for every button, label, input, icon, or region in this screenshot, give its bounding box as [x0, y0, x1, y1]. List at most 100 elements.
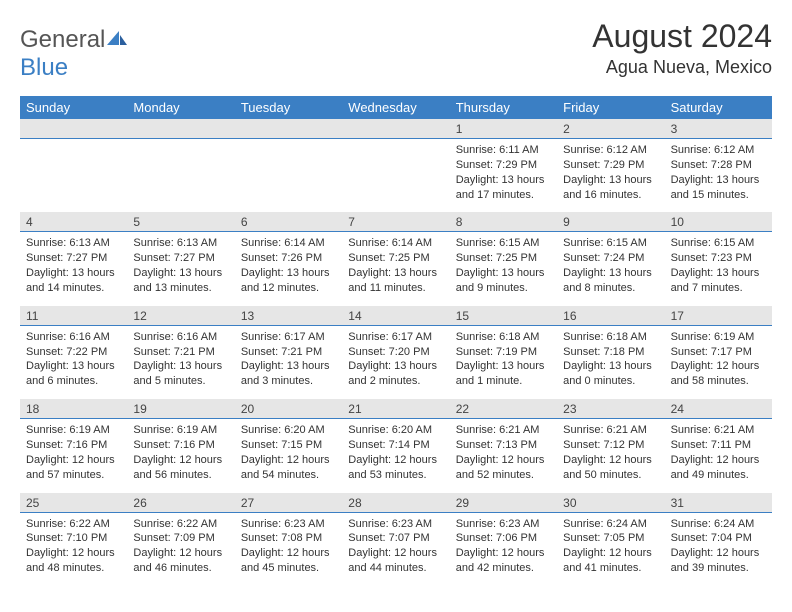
sunset-text: Sunset: 7:29 PM — [563, 158, 658, 173]
day-detail-cell: Sunrise: 6:14 AMSunset: 7:25 PMDaylight:… — [342, 232, 449, 305]
day-header: Sunday — [20, 96, 127, 119]
daylight-text: Daylight: 13 hours and 6 minutes. — [26, 359, 121, 389]
sunrise-text: Sunrise: 6:24 AM — [563, 517, 658, 532]
sail-icon — [107, 26, 127, 53]
day-number-cell: 15 — [450, 306, 557, 326]
day-number-cell: 28 — [342, 493, 449, 513]
sunrise-text: Sunrise: 6:22 AM — [133, 517, 228, 532]
month-title: August 2024 — [592, 18, 772, 55]
day-number-cell: 17 — [665, 306, 772, 326]
sunrise-text: Sunrise: 6:18 AM — [456, 330, 551, 345]
sunrise-text: Sunrise: 6:23 AM — [348, 517, 443, 532]
sunrise-text: Sunrise: 6:17 AM — [241, 330, 336, 345]
daylight-text: Daylight: 13 hours and 1 minute. — [456, 359, 551, 389]
day-detail-cell: Sunrise: 6:17 AMSunset: 7:20 PMDaylight:… — [342, 326, 449, 399]
daylight-text: Daylight: 13 hours and 8 minutes. — [563, 266, 658, 296]
day-number-cell: 2 — [557, 119, 664, 139]
daylight-text: Daylight: 13 hours and 9 minutes. — [456, 266, 551, 296]
sunset-text: Sunset: 7:16 PM — [133, 438, 228, 453]
sunrise-text: Sunrise: 6:12 AM — [563, 143, 658, 158]
day-detail-cell: Sunrise: 6:24 AMSunset: 7:04 PMDaylight:… — [665, 513, 772, 586]
calendar-page: GeneralBlue August 2024 Agua Nueva, Mexi… — [0, 0, 792, 596]
day-number-cell: 10 — [665, 212, 772, 232]
daynum-row: 18192021222324 — [20, 399, 772, 419]
day-detail-cell: Sunrise: 6:23 AMSunset: 7:07 PMDaylight:… — [342, 513, 449, 586]
brand-part1: General — [20, 26, 105, 53]
daynum-row: 123 — [20, 119, 772, 139]
sunset-text: Sunset: 7:28 PM — [671, 158, 766, 173]
day-number-cell — [20, 119, 127, 139]
day-detail-cell: Sunrise: 6:14 AMSunset: 7:26 PMDaylight:… — [235, 232, 342, 305]
day-detail-cell: Sunrise: 6:13 AMSunset: 7:27 PMDaylight:… — [20, 232, 127, 305]
day-number-cell — [342, 119, 449, 139]
brand-text: GeneralBlue — [20, 26, 127, 82]
daylight-text: Daylight: 13 hours and 5 minutes. — [133, 359, 228, 389]
sunset-text: Sunset: 7:19 PM — [456, 345, 551, 360]
sunset-text: Sunset: 7:12 PM — [563, 438, 658, 453]
day-detail-cell: Sunrise: 6:18 AMSunset: 7:18 PMDaylight:… — [557, 326, 664, 399]
sunset-text: Sunset: 7:24 PM — [563, 251, 658, 266]
day-detail-cell: Sunrise: 6:12 AMSunset: 7:28 PMDaylight:… — [665, 139, 772, 212]
sunset-text: Sunset: 7:09 PM — [133, 531, 228, 546]
day-number-cell: 12 — [127, 306, 234, 326]
day-number-cell: 5 — [127, 212, 234, 232]
day-number-cell: 29 — [450, 493, 557, 513]
day-number-cell: 19 — [127, 399, 234, 419]
day-number-cell: 22 — [450, 399, 557, 419]
day-number-cell: 6 — [235, 212, 342, 232]
day-number-cell: 8 — [450, 212, 557, 232]
day-detail-cell: Sunrise: 6:13 AMSunset: 7:27 PMDaylight:… — [127, 232, 234, 305]
daynum-row: 25262728293031 — [20, 493, 772, 513]
day-detail-cell: Sunrise: 6:24 AMSunset: 7:05 PMDaylight:… — [557, 513, 664, 586]
day-detail-cell — [342, 139, 449, 212]
day-detail-cell: Sunrise: 6:21 AMSunset: 7:13 PMDaylight:… — [450, 419, 557, 492]
daylight-text: Daylight: 12 hours and 52 minutes. — [456, 453, 551, 483]
day-number-cell: 26 — [127, 493, 234, 513]
day-number-cell: 9 — [557, 212, 664, 232]
day-detail-cell: Sunrise: 6:15 AMSunset: 7:23 PMDaylight:… — [665, 232, 772, 305]
sunset-text: Sunset: 7:08 PM — [241, 531, 336, 546]
detail-row: Sunrise: 6:19 AMSunset: 7:16 PMDaylight:… — [20, 419, 772, 492]
day-number-cell: 20 — [235, 399, 342, 419]
daylight-text: Daylight: 13 hours and 14 minutes. — [26, 266, 121, 296]
daylight-text: Daylight: 12 hours and 42 minutes. — [456, 546, 551, 576]
day-detail-cell: Sunrise: 6:16 AMSunset: 7:21 PMDaylight:… — [127, 326, 234, 399]
daylight-text: Daylight: 12 hours and 58 minutes. — [671, 359, 766, 389]
sunrise-text: Sunrise: 6:12 AM — [671, 143, 766, 158]
sunset-text: Sunset: 7:23 PM — [671, 251, 766, 266]
sunrise-text: Sunrise: 6:14 AM — [241, 236, 336, 251]
day-number-cell: 11 — [20, 306, 127, 326]
sunset-text: Sunset: 7:14 PM — [348, 438, 443, 453]
detail-row: Sunrise: 6:16 AMSunset: 7:22 PMDaylight:… — [20, 326, 772, 399]
daylight-text: Daylight: 12 hours and 50 minutes. — [563, 453, 658, 483]
sunrise-text: Sunrise: 6:23 AM — [456, 517, 551, 532]
day-detail-cell: Sunrise: 6:20 AMSunset: 7:15 PMDaylight:… — [235, 419, 342, 492]
sunrise-text: Sunrise: 6:19 AM — [133, 423, 228, 438]
daylight-text: Daylight: 12 hours and 39 minutes. — [671, 546, 766, 576]
day-detail-cell: Sunrise: 6:22 AMSunset: 7:10 PMDaylight:… — [20, 513, 127, 586]
day-detail-cell: Sunrise: 6:15 AMSunset: 7:25 PMDaylight:… — [450, 232, 557, 305]
day-detail-cell: Sunrise: 6:19 AMSunset: 7:16 PMDaylight:… — [20, 419, 127, 492]
day-detail-cell: Sunrise: 6:23 AMSunset: 7:06 PMDaylight:… — [450, 513, 557, 586]
location-text: Agua Nueva, Mexico — [592, 57, 772, 78]
daylight-text: Daylight: 13 hours and 11 minutes. — [348, 266, 443, 296]
day-header: Friday — [557, 96, 664, 119]
sunrise-text: Sunrise: 6:18 AM — [563, 330, 658, 345]
daynum-row: 11121314151617 — [20, 306, 772, 326]
daylight-text: Daylight: 12 hours and 56 minutes. — [133, 453, 228, 483]
day-header: Monday — [127, 96, 234, 119]
day-header-row: Sunday Monday Tuesday Wednesday Thursday… — [20, 96, 772, 119]
daylight-text: Daylight: 13 hours and 17 minutes. — [456, 173, 551, 203]
day-number-cell: 25 — [20, 493, 127, 513]
day-detail-cell: Sunrise: 6:23 AMSunset: 7:08 PMDaylight:… — [235, 513, 342, 586]
sunset-text: Sunset: 7:07 PM — [348, 531, 443, 546]
sunset-text: Sunset: 7:25 PM — [456, 251, 551, 266]
day-detail-cell: Sunrise: 6:15 AMSunset: 7:24 PMDaylight:… — [557, 232, 664, 305]
sunset-text: Sunset: 7:21 PM — [241, 345, 336, 360]
sunrise-text: Sunrise: 6:16 AM — [133, 330, 228, 345]
daylight-text: Daylight: 12 hours and 44 minutes. — [348, 546, 443, 576]
sunrise-text: Sunrise: 6:13 AM — [133, 236, 228, 251]
daylight-text: Daylight: 12 hours and 46 minutes. — [133, 546, 228, 576]
daynum-row: 45678910 — [20, 212, 772, 232]
daylight-text: Daylight: 12 hours and 45 minutes. — [241, 546, 336, 576]
